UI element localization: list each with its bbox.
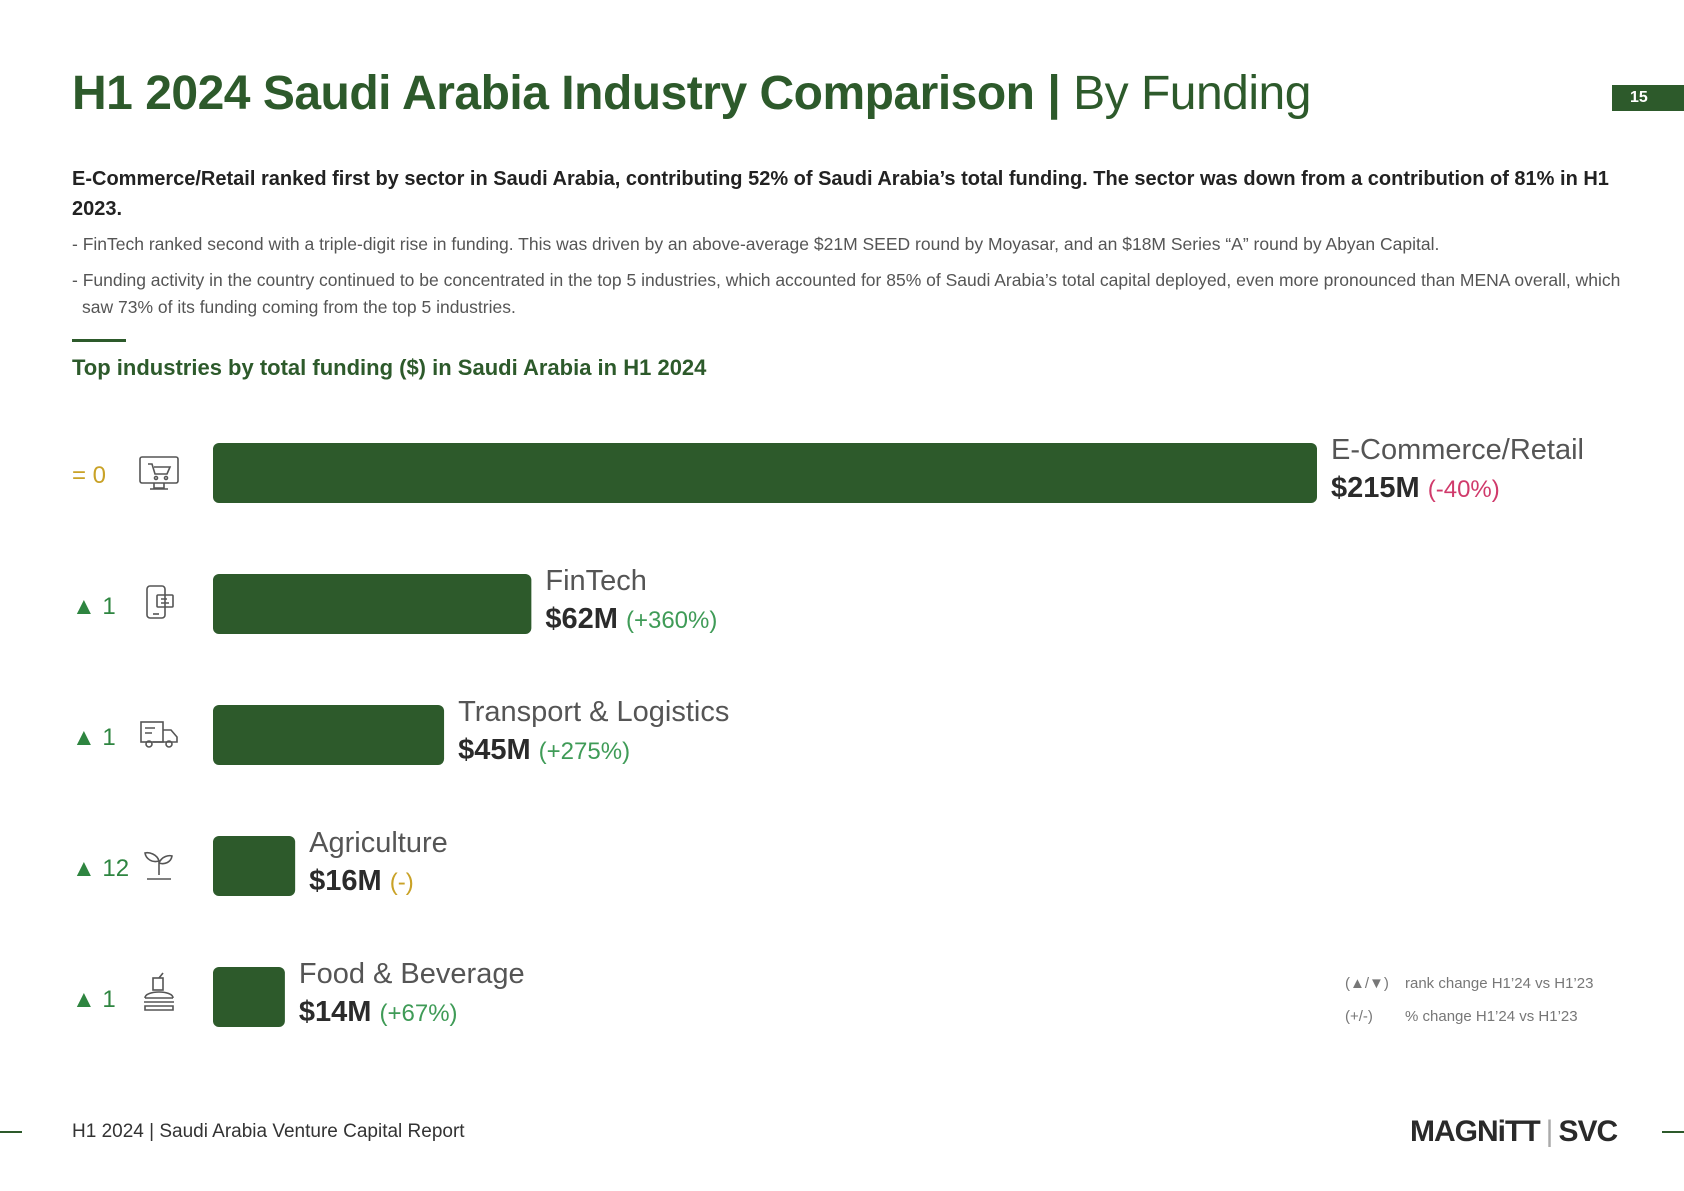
legend-pct-text: % change H1’24 vs H1’23 xyxy=(1405,1008,1578,1025)
plant-sprout-icon xyxy=(144,851,173,880)
category-label: Food & Beverage xyxy=(299,958,525,990)
chart-title: Top industries by total funding ($) in S… xyxy=(72,355,707,380)
summary-bullet: - Funding activity in the country contin… xyxy=(72,270,1621,317)
change-label: (+275%) xyxy=(539,738,630,765)
legend-rank-symbol: (▲/▼) xyxy=(1345,975,1389,992)
rank-change-label: ▲ 1 xyxy=(72,593,116,620)
shopping-cart-monitor-icon xyxy=(139,456,179,490)
change-label: (+67%) xyxy=(379,1000,457,1027)
rank-change-label: ▲ 1 xyxy=(72,724,116,751)
page-title-sub: By Funding xyxy=(1073,67,1311,120)
page-number-badge: 15 xyxy=(1612,85,1684,111)
rank-change-label: ▲ 12 xyxy=(72,855,129,882)
legend-rank-text: rank change H1’24 vs H1’23 xyxy=(1405,975,1594,992)
change-label: (+360%) xyxy=(626,607,717,634)
change-label: (-) xyxy=(390,869,414,896)
bar-4 xyxy=(213,967,285,1027)
category-label: FinTech xyxy=(545,565,647,597)
summary-bullet: - FinTech ranked second with a triple-di… xyxy=(72,234,1440,254)
food-burger-drink-icon xyxy=(144,972,174,1011)
legend-rank-change: (▲/▼) rank change H1’24 vs H1’23 xyxy=(1345,975,1593,992)
bar-0 xyxy=(213,443,1317,503)
category-label: Transport & Logistics xyxy=(458,696,729,728)
value-label: $215M (-40%) xyxy=(1331,472,1500,504)
summary-lead: E-Commerce/Retail ranked first by sector… xyxy=(72,168,1609,220)
rank-change-label: ▲ 1 xyxy=(72,986,116,1013)
footer-rule-left xyxy=(0,1131,22,1133)
footer-rule-right xyxy=(1662,1131,1684,1133)
section-divider xyxy=(72,339,126,342)
page-title-main: H1 2024 Saudi Arabia Industry Comparison… xyxy=(72,67,1074,120)
svc-logo: SVC xyxy=(1558,1115,1618,1148)
mobile-payment-icon xyxy=(146,585,174,619)
legend-pct-symbol: (+/-) xyxy=(1345,1008,1373,1025)
delivery-truck-icon xyxy=(140,721,178,748)
value-label: $16M (-) xyxy=(309,865,414,897)
bar-1 xyxy=(213,574,532,634)
value-label: $45M (+275%) xyxy=(458,734,630,766)
bar-3 xyxy=(213,836,296,896)
legend-pct-change: (+/-) % change H1’24 vs H1’23 xyxy=(1345,1008,1578,1025)
page-title: H1 2024 Saudi Arabia Industry Comparison… xyxy=(72,62,1311,126)
category-label: Agriculture xyxy=(309,827,448,859)
value-label: $62M (+360%) xyxy=(545,603,717,635)
bar-2 xyxy=(213,705,445,765)
logo-separator: | xyxy=(1545,1115,1554,1148)
footer-report-name: H1 2024 | Saudi Arabia Venture Capital R… xyxy=(72,1121,465,1142)
value-label: $14M (+67%) xyxy=(299,996,458,1028)
category-label: E-Commerce/Retail xyxy=(1331,434,1584,466)
change-label: (-40%) xyxy=(1428,476,1500,503)
footer-logos: MAGNiTT | SVC xyxy=(1410,1115,1618,1149)
magnitt-logo: MAGNiTT xyxy=(1410,1115,1541,1148)
rank-change-label: = 0 xyxy=(72,462,106,489)
